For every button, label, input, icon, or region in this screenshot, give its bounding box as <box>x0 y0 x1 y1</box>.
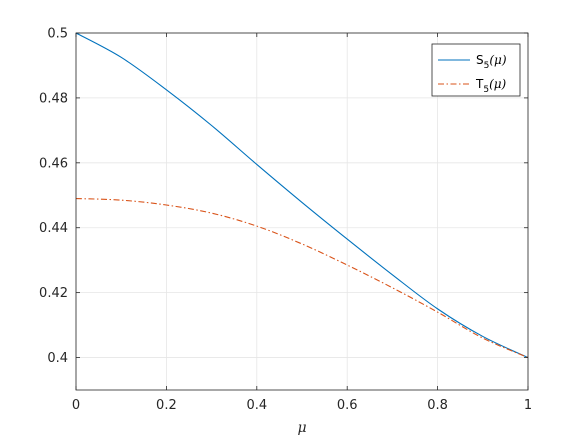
legend-box <box>431 43 521 97</box>
x-tick-label: 0.8 <box>427 398 448 413</box>
x-axis-label: μ <box>297 420 306 436</box>
x-tick-label: 0.6 <box>337 398 358 413</box>
axis-ticks: 0 0.2 0.4 0.6 0.8 1 0.4 0.42 0.44 0.46 0.48 0.5 <box>39 27 532 414</box>
legend: S5(μ) T5(μ) <box>431 43 521 97</box>
axes-box <box>75 32 529 391</box>
series-line-1 <box>75 32 529 359</box>
y-tick-label: 0.46 <box>39 156 68 171</box>
legend-entry-label: T5(μ) <box>475 77 507 95</box>
series-layer <box>75 32 529 359</box>
series-line-2 <box>75 197 529 359</box>
y-tick-label: 0.42 <box>39 286 68 301</box>
x-tick-label: 1 <box>524 398 532 413</box>
y-tick-label: 0.44 <box>39 221 68 236</box>
legend-entry-label: S5(μ) <box>476 53 507 71</box>
x-tick-label: 0.4 <box>246 398 267 413</box>
x-tick-label: 0 <box>72 398 80 413</box>
y-tick-label: 0.48 <box>39 91 68 106</box>
y-tick-label: 0.5 <box>47 27 68 42</box>
y-tick-label: 0.4 <box>47 351 68 366</box>
x-tick-label: 0.2 <box>156 398 177 413</box>
